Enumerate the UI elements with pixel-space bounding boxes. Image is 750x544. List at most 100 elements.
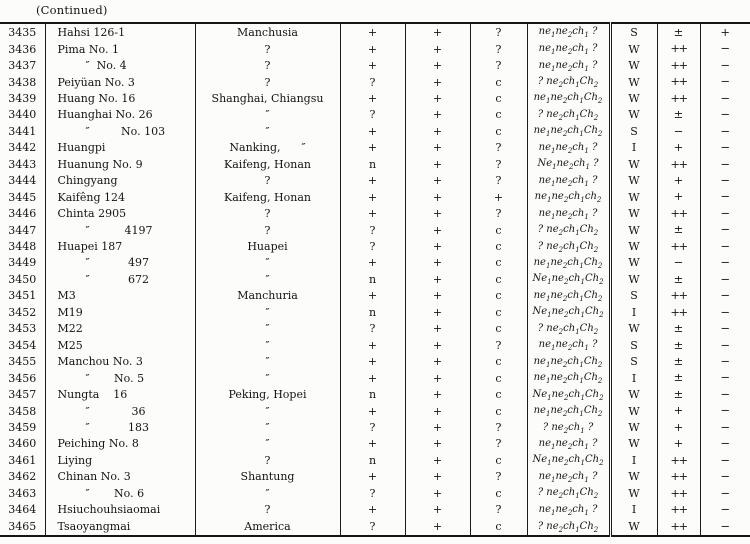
cell-origin: ″ (194, 485, 340, 502)
cell-letter: W (608, 156, 657, 173)
table-row: 3460 Peiching No. 8 ″ + +? ne1ne2ch1 ? W + − (0, 435, 750, 453)
cell-r3: c (469, 386, 527, 403)
cell-letter: W (608, 468, 657, 486)
cell-r3: ? (469, 139, 527, 157)
cell-letter: S (608, 123, 657, 140)
cell-r1: + (339, 23, 405, 41)
cell-mark: − (699, 518, 750, 536)
cell-id: 3460 (8, 437, 37, 451)
cell-r2: + (404, 369, 470, 387)
cell-grade: ± (656, 320, 700, 338)
cell-mark: − (699, 386, 750, 403)
cell-r3: c (469, 369, 527, 387)
cell-r1: + (339, 205, 405, 222)
cell-name: Huapei 187 (44, 238, 195, 255)
cell-letter: S (608, 337, 657, 354)
table-row: 3436 Pima No. 1? + +? ne1ne2ch1 ? W ++ − (0, 40, 750, 58)
cell-name: Hahsi 126-1 (44, 23, 195, 41)
cell-r1: ? (339, 485, 405, 502)
cell-genotype: ne1ne2ch1Ch2 (526, 353, 610, 370)
cell-id: 3462 (8, 470, 37, 484)
cell-origin: ? (194, 205, 340, 222)
cell-mark: − (699, 73, 750, 91)
cell-grade: ± (656, 23, 700, 41)
cell-letter: S (608, 23, 657, 41)
cell-name: Hsiuchouhsiaomai (44, 501, 195, 519)
cell-r3: ? (469, 337, 527, 354)
cell-r2: + (404, 287, 470, 305)
cell-letter: W (608, 386, 657, 403)
cell-mark: − (699, 57, 750, 74)
cell-letter: S (608, 353, 657, 370)
cell-r3: c (469, 320, 527, 338)
cell-id: 3457 (8, 388, 37, 402)
cell-id: 3447 (8, 223, 37, 237)
cell-mark: − (699, 106, 750, 124)
cell-r2: + (404, 452, 470, 469)
table-row: 3461 Liying? n + c Ne1ne2ch1Ch2 I ++ − (0, 452, 750, 469)
cell-r2: + (404, 518, 470, 536)
cell-id: 3454 (8, 338, 37, 352)
cell-r3: ? (469, 419, 527, 436)
cell-origin: ″ (194, 254, 340, 272)
cell-grade: ++ (656, 501, 700, 519)
cell-r3: ? (469, 156, 527, 173)
cell-genotype: ne1ne2ch1Ch2 (526, 287, 610, 305)
cell-origin: ″ (194, 369, 340, 387)
cell-r1: + (339, 40, 405, 58)
cell-r3: c (469, 518, 527, 536)
cell-r2: + (404, 221, 470, 239)
cell-r1: + (339, 402, 405, 420)
cell-letter: I (608, 501, 657, 519)
cell-grade: ++ (656, 156, 700, 173)
cell-r3: c (469, 304, 527, 321)
cell-genotype: Ne1ne2ch1Ch2 (526, 271, 610, 288)
cell-letter: I (608, 139, 657, 157)
cell-name: Huangpi (44, 139, 195, 157)
cell-genotype: ? ne2ch1Ch2 (526, 320, 610, 338)
cell-mark: − (699, 435, 750, 453)
cell-r3: c (469, 221, 527, 239)
cell-genotype: ne1ne2ch1 ? (526, 57, 610, 74)
cell-r2: + (404, 238, 470, 255)
cell-mark: − (699, 90, 750, 107)
cell-r1: + (339, 254, 405, 272)
cell-origin: ″ (194, 106, 340, 124)
cell-r1: ? (339, 73, 405, 91)
cell-genotype: ne1ne2ch1 ? (526, 468, 610, 486)
table-row: 3457 Nungta 16 Peking, Hopei n + c Ne1ne2ch1Ch… (0, 386, 750, 403)
cell-origin: ? (194, 221, 340, 239)
table-row: 3464 Hsiuchouhsiaomai? + +? ne1ne2ch1 ? I ++ − (0, 501, 750, 519)
cell-genotype: Ne1ne2ch1Ch2 (526, 304, 610, 321)
table-row: 3451 M3 Manchuria + + c ne1ne2ch1Ch2 S ++ − (0, 287, 750, 305)
cell-r2: + (404, 172, 470, 189)
cell-origin: ″ (194, 304, 340, 321)
cell-r1: n (339, 271, 405, 288)
cell-r2: + (404, 188, 470, 206)
cell-name: Huanung No. 9 (44, 156, 195, 173)
cell-r1: + (339, 90, 405, 107)
cell-r3: c (469, 402, 527, 420)
cell-grade: + (656, 188, 700, 206)
cell-letter: W (608, 271, 657, 288)
cell-letter: W (608, 485, 657, 502)
cell-letter: W (608, 419, 657, 436)
cell-id: 3448 (8, 240, 37, 254)
cell-r2: + (404, 485, 470, 502)
cell-mark: − (699, 205, 750, 222)
cell-r2: + (404, 139, 470, 157)
cell-r2: + (404, 419, 470, 436)
cell-r3: ? (469, 57, 527, 74)
cell-r2: + (404, 337, 470, 354)
table-row: 3440 Huanghai No. 26 ″? + c? ne2ch1Ch2 W ± − (0, 106, 750, 124)
cell-grade: ++ (656, 90, 700, 107)
cell-r3: c (469, 73, 527, 91)
cell-r2: + (404, 271, 470, 288)
cell-grade: ± (656, 221, 700, 239)
table-row: 3443 Huanung No. 9 Kaifeng, Honan n +? Ne1ne2… (0, 156, 750, 173)
cell-grade: ++ (656, 468, 700, 486)
cell-id: 3458 (8, 404, 37, 418)
cell-origin: ″ (194, 419, 340, 436)
cell-grade: + (656, 402, 700, 420)
cell-genotype: ? ne2ch1Ch2 (526, 485, 610, 502)
